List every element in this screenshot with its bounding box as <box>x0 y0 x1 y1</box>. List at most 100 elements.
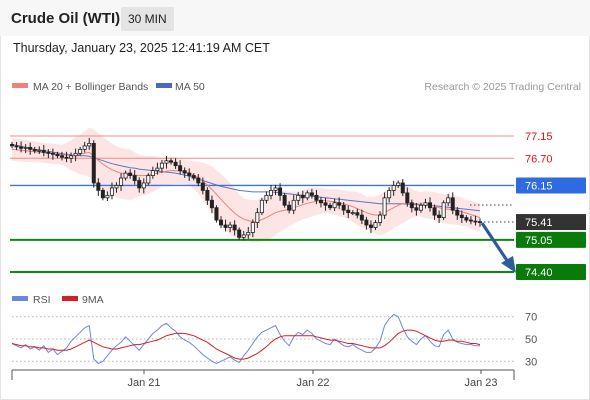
candle-body <box>55 153 60 157</box>
ma20-legend-swatch <box>12 83 28 88</box>
candle-body <box>228 224 233 228</box>
candle-body <box>159 162 164 169</box>
candle-body <box>473 220 478 223</box>
candle-body <box>187 172 192 176</box>
candle-body <box>250 222 255 233</box>
candle-body <box>14 145 19 148</box>
candle-body <box>432 207 437 216</box>
candle-body <box>400 182 405 194</box>
candle-body <box>441 202 446 219</box>
candle-body <box>337 202 342 206</box>
candle-body <box>409 202 414 209</box>
candle-body <box>264 194 269 201</box>
candle-body <box>232 224 237 231</box>
candle-body <box>464 217 469 221</box>
rsi-tick-label: 50 <box>525 334 537 346</box>
candle-body <box>41 149 46 153</box>
level-badge-support <box>516 231 586 248</box>
candle-body <box>100 189 105 199</box>
candle-body <box>9 144 14 147</box>
rsi-legend-swatch <box>12 296 28 301</box>
candle-body <box>205 189 210 201</box>
level-label-support: 74.40 <box>525 267 553 279</box>
candle-body <box>296 194 301 201</box>
last-price-badge <box>516 214 586 231</box>
candle-body <box>405 192 410 204</box>
candle-body <box>109 187 114 196</box>
candle-body <box>91 143 96 184</box>
candle-body <box>282 194 287 206</box>
candle-body <box>173 161 178 167</box>
level-badge-pivot <box>516 177 586 194</box>
candle-body <box>82 145 87 150</box>
ma50-legend-swatch <box>156 83 172 88</box>
candle-body <box>418 204 423 211</box>
forecast-arrowhead <box>501 256 516 273</box>
candle-body <box>341 204 346 211</box>
candle-body <box>237 229 242 238</box>
candle-body <box>323 202 328 206</box>
candle-body <box>428 202 433 209</box>
candle-body <box>350 212 355 215</box>
candle-body <box>455 209 460 216</box>
candle-body <box>396 182 401 186</box>
x-axis-label: Jan 23 <box>464 377 497 389</box>
ma20-line <box>11 148 481 223</box>
candle-body <box>196 177 201 184</box>
candle-body <box>123 172 128 179</box>
candle-body <box>382 197 387 216</box>
candle-body <box>178 165 183 172</box>
candle-body <box>191 175 196 179</box>
candle-body <box>155 167 160 172</box>
bollinger-band <box>12 127 480 243</box>
chart-header: Crude Oil (WTI) 30 MIN <box>0 0 590 36</box>
forecast-arrow-shaft <box>480 222 510 263</box>
instrument-title: Crude Oil (WTI) <box>11 10 121 27</box>
last-price-label: 75.41 <box>525 217 553 229</box>
candle-body <box>59 155 64 158</box>
rsi-ma-line <box>11 329 481 360</box>
rsi-tick-label: 30 <box>525 356 537 368</box>
candle-body <box>450 197 455 211</box>
candle-body <box>214 207 219 221</box>
candle-body <box>255 212 260 223</box>
candle-body <box>169 160 174 163</box>
candle-body <box>150 170 155 176</box>
candle-body <box>182 170 187 174</box>
timeframe-button[interactable]: 30 MIN <box>121 7 174 31</box>
candle-body <box>364 219 369 226</box>
candle-body <box>387 189 392 199</box>
candle-body <box>305 192 310 199</box>
candle-body <box>87 143 92 147</box>
candle-body <box>437 214 442 219</box>
candle-body <box>391 185 396 191</box>
candle-body <box>328 204 333 209</box>
candle-body <box>314 194 319 201</box>
x-axis-label: Jan 22 <box>296 377 329 389</box>
candle-body <box>368 224 373 228</box>
watermark: Research © 2025 Trading Central <box>424 81 581 93</box>
rsi-tick-label: 70 <box>525 312 537 324</box>
candle-body <box>259 199 264 214</box>
candle-body <box>468 219 473 222</box>
candle-body <box>28 146 33 150</box>
candle-body <box>164 160 169 164</box>
candle-body <box>219 219 224 226</box>
rsi-line <box>11 313 480 365</box>
candle-body <box>119 177 124 186</box>
candle-body <box>459 214 464 219</box>
candle-body <box>223 224 228 228</box>
candle-body <box>114 185 119 189</box>
candle-body <box>278 187 283 196</box>
candle-body <box>241 234 246 238</box>
candle-body <box>373 222 378 228</box>
ma50-legend-label: MA 50 <box>175 81 205 93</box>
level-label-resistance: 76.70 <box>525 153 553 165</box>
candle-body <box>32 148 37 152</box>
candle-body <box>287 204 292 211</box>
candle-body <box>37 149 42 152</box>
candle-body <box>69 155 74 159</box>
candle-body <box>23 146 28 149</box>
candle-body <box>105 194 110 199</box>
